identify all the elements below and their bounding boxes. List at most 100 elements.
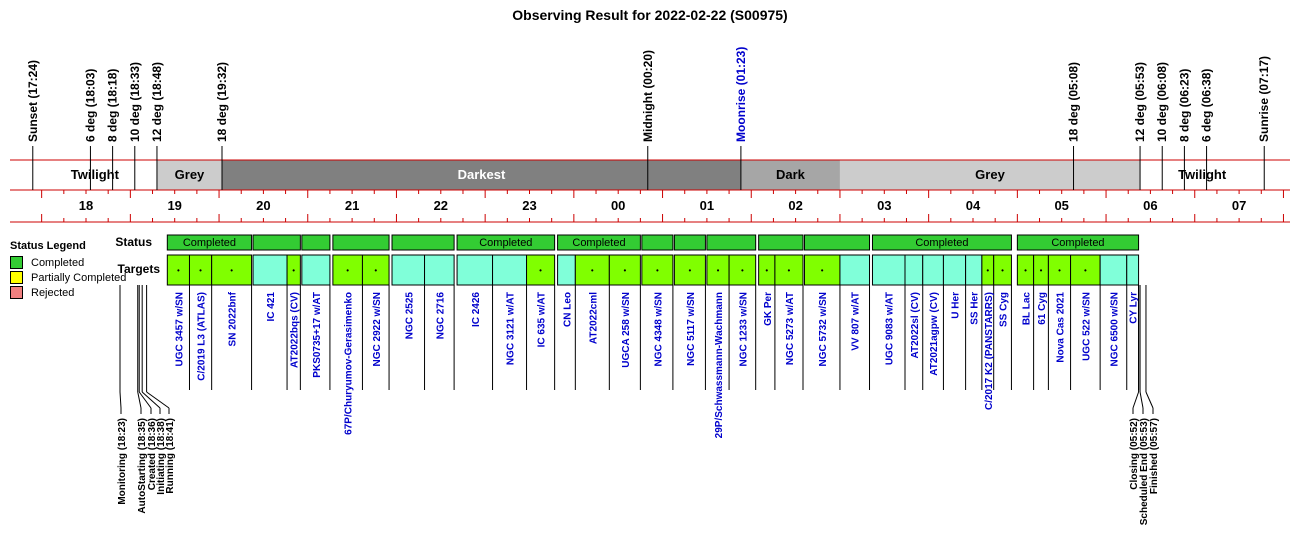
target-block	[286, 254, 301, 286]
legend-label-partially-completed: Partially Completed	[31, 271, 127, 284]
hour-tick-label: 22	[434, 198, 448, 213]
target-label-ugca-258-w-sn: UGCA 258 w/SN	[621, 292, 632, 368]
target-label-at2022bqs-cv: AT2022bqs (CV)	[290, 292, 301, 368]
target-label-ic-635-w-at: IC 635 w/AT	[537, 292, 548, 347]
sky-period-twilight	[1140, 160, 1265, 190]
target-label-ngc-2716: NGC 2716	[435, 292, 446, 340]
status-block	[557, 234, 641, 251]
session-event-label-finished-05-57: Finished (05:57)	[1149, 418, 1160, 494]
legend-label-rejected: Rejected	[31, 286, 75, 299]
sky-period-label: Darkest	[458, 167, 506, 182]
target-label-61-cyg: 61 Cyg	[1037, 292, 1048, 325]
status-block	[673, 234, 706, 251]
session-event-label-running-18-41: Running (18:41)	[165, 418, 176, 494]
target-label-ngc-5732-w-sn: NGC 5732 w/SN	[818, 292, 829, 366]
event-label-12-deg-18-48: 12 deg (18:48)	[150, 62, 164, 142]
status-block	[706, 234, 757, 251]
hour-tick-label: 01	[700, 198, 714, 213]
target-label-ngc-4348-w-sn: NGC 4348 w/SN	[653, 292, 664, 366]
target-done-mark: •	[230, 266, 233, 275]
hour-tick-label: 03	[877, 198, 891, 213]
target-done-mark: •	[539, 266, 542, 275]
target-label-at2022sl-cv: AT2022sl (CV)	[910, 292, 921, 359]
target-done-mark: •	[346, 266, 349, 275]
target-done-mark: •	[591, 266, 594, 275]
hour-tick-label: 18	[79, 198, 93, 213]
target-label-nova-cas-2021: Nova Cas 2021	[1055, 292, 1066, 363]
legend-swatch-completed	[10, 256, 23, 269]
hour-tick-label: 21	[345, 198, 359, 213]
target-label-ss-cyg: SS Cyg	[999, 292, 1010, 327]
target-done-mark: •	[1058, 266, 1061, 275]
target-label-ugc-9083-w-at: UGC 9083 w/AT	[885, 292, 896, 365]
target-block	[965, 254, 983, 286]
sky-period-dark	[740, 160, 840, 190]
target-block	[526, 254, 556, 286]
target-label-c-2019-l3-atlas: C/2019 L3 (ATLAS)	[197, 292, 208, 381]
target-label-ngc-6500-w-sn: NGC 6500 w/SN	[1109, 292, 1120, 366]
event-label-10-deg-18-33: 10 deg (18:33)	[128, 62, 142, 142]
event-label-sunset-17-24: Sunset (17:24)	[26, 60, 40, 142]
target-block	[252, 254, 288, 286]
target-done-mark: •	[374, 266, 377, 275]
target-label-cy-lyr: CY Lyr	[1129, 292, 1140, 324]
targets-row-label: Targets	[118, 262, 161, 276]
target-done-mark: •	[199, 266, 202, 275]
session-event-connector	[119, 391, 122, 409]
legend-title: Status Legend	[10, 240, 86, 252]
target-block	[803, 254, 841, 286]
target-block	[456, 254, 494, 286]
status-block	[641, 234, 674, 251]
sky-period-label: Dark	[776, 167, 806, 182]
target-block	[904, 254, 924, 286]
target-block	[608, 254, 641, 286]
target-block	[391, 254, 426, 286]
session-event-label-closing-05-52: Closing (05:52)	[1129, 418, 1140, 490]
target-label-at2021agpw-cv: AT2021agpw (CV)	[929, 292, 940, 376]
target-label-ngc-1233-w-sn: NGC 1233 w/SN	[738, 292, 749, 366]
event-label-sunrise-07-17: Sunrise (07:17)	[1257, 56, 1271, 142]
target-block	[673, 254, 706, 286]
target-label-67p-churyumov-gerasimenko: 67P/Churyumov-Gerasimenko	[344, 292, 355, 435]
target-block	[1070, 254, 1101, 286]
event-label-10-deg-06-08: 10 deg (06:08)	[1155, 62, 1169, 142]
target-label-vv-807-w-at: VV 807 w/AT	[851, 292, 862, 351]
status-block	[301, 234, 331, 251]
status-block-label: Completed	[183, 237, 236, 249]
status-row-label: Status	[115, 235, 152, 249]
status-block-label: Completed	[1051, 237, 1104, 249]
target-done-mark: •	[788, 266, 791, 275]
target-label-at2022cml: AT2022cml	[588, 292, 599, 344]
target-block	[301, 254, 331, 286]
target-done-mark: •	[717, 266, 720, 275]
target-label-ngc-2525: NGC 2525	[404, 292, 415, 340]
target-block	[942, 254, 967, 286]
status-block-label: Completed	[915, 237, 968, 249]
target-done-mark: •	[1001, 266, 1004, 275]
status-legend: Status Legend Completed Partially Comple…	[10, 240, 140, 300]
status-block-label: Completed	[572, 237, 625, 249]
session-event-label-scheduled-end-05-53: Scheduled End (05:53)	[1139, 418, 1150, 525]
session-event-connector	[1132, 391, 1140, 409]
target-done-mark: •	[656, 266, 659, 275]
target-block	[557, 254, 576, 286]
hour-tick-label: 02	[788, 198, 802, 213]
event-label-moonrise-01-23: Moonrise (01:23)	[734, 47, 748, 142]
status-block	[252, 234, 301, 251]
hour-tick-label: 07	[1232, 198, 1246, 213]
target-label-ngc-2922-w-sn: NGC 2922 w/SN	[372, 292, 383, 366]
status-block	[758, 234, 804, 251]
sky-period-twilight	[32, 160, 157, 190]
target-label-gk-per: GK Per	[763, 292, 774, 326]
target-done-mark: •	[741, 266, 744, 275]
session-event-label-initiating-18-38: Initiating (18:38)	[156, 418, 167, 495]
session-event-connector	[146, 391, 170, 409]
target-done-mark: •	[1024, 266, 1027, 275]
target-label-ss-her: SS Her	[970, 292, 981, 325]
event-label-8-deg-18-18: 8 deg (18:18)	[106, 69, 120, 142]
target-block	[492, 254, 528, 286]
status-block	[871, 234, 1012, 251]
sky-period-label: Grey	[175, 167, 205, 182]
target-done-mark: •	[1084, 266, 1087, 275]
